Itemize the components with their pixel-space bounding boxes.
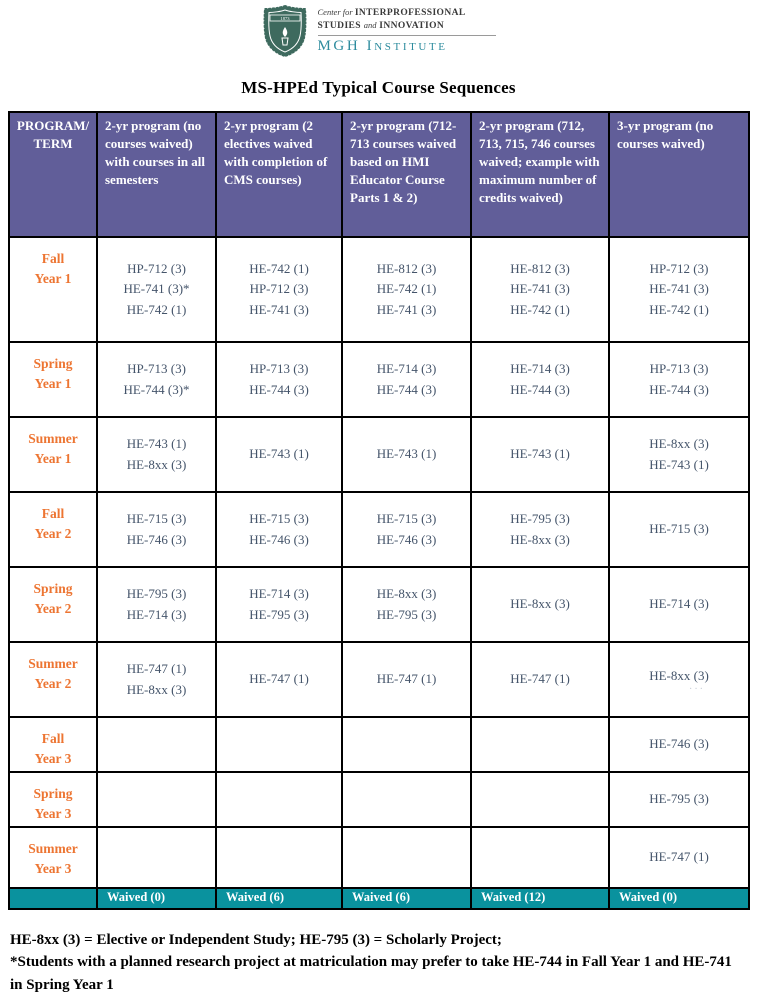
course-cell: HE-8xx (3) [470,566,610,643]
footnote-asterisk: *Students with a planned research projec… [10,954,732,993]
course-cell: HE-743 (1) HE-8xx (3) [96,416,217,493]
course-cell: HE-715 (3) HE-746 (3) [215,491,343,568]
institute-logo: 1873 Center for INTERPROFESSIONAL STUDIE… [0,0,757,57]
table-row-spring-year3: Spring Year 3 HE-795 (3) [8,770,750,828]
waived-cell [8,886,98,910]
faint-dots-artifact: ··· [689,683,705,695]
course-cell: HE-8xx (3) HE-743 (1) [608,416,750,493]
column-header-program-term: PROGRAM/ TERM [8,111,98,238]
logo-center-for: Center for [317,6,355,17]
course-cell [96,770,217,828]
course-cell [215,825,343,889]
waived-cell: Waived (0) [96,886,217,910]
course-cell: HE-795 (3) [608,770,750,828]
course-cell: HE-8xx (3) ··· [608,641,750,718]
course-cell: HE-747 (1) [341,641,472,718]
logo-and: and [363,19,377,30]
column-header-2yr-hmi: 2-yr program (712-713 courses waived bas… [341,111,472,238]
course-cell: HE-747 (1) [470,641,610,718]
table-row-fall-year3: Fall Year 3 HE-746 (3) [8,716,750,773]
term-cell: Spring Year 1 [8,341,98,418]
course-cell: HE-715 (3) HE-746 (3) [96,491,217,568]
column-header-2yr-no-waive: 2-yr program (no courses waived) with co… [96,111,217,238]
course-cell: HE-714 (3) HE-795 (3) [215,566,343,643]
course-cell: HE-746 (3) [608,716,750,773]
course-cell: HE-715 (3) [608,491,750,568]
header-row: PROGRAM/ TERM 2-yr program (no courses w… [8,111,750,238]
course-cell: HP-713 (3) HE-744 (3)* [96,341,217,418]
course-cell: HE-747 (1) [608,825,750,889]
logo-line-2: STUDIES and INNOVATION [318,20,445,33]
course-cell: HE-812 (3) HE-741 (3) HE-742 (1) [470,236,610,343]
course-cell: HE-795 (3) HE-714 (3) [96,566,217,643]
shield-year-band: 1873 [280,16,290,21]
table-row-fall-year1: Fall Year 1 HP-712 (3) HE-741 (3)* HE-74… [8,236,750,343]
course-cell: HE-795 (3) HE-8xx (3) [470,491,610,568]
table-row-fall-year2: Fall Year 2 HE-715 (3) HE-746 (3) HE-715… [8,491,750,568]
term-cell: Summer Year 3 [8,825,98,889]
waived-cell: Waived (6) [215,886,343,910]
footnote-legend: HE-8xx (3) = Elective or Independent Stu… [10,931,502,948]
course-cell [470,825,610,889]
course-cell [215,716,343,773]
waived-cell: Waived (6) [341,886,472,910]
waived-cell: Waived (12) [470,886,610,910]
logo-institute-name: MGH Institute [317,38,448,55]
course-cell: HE-743 (1) [341,416,472,493]
term-cell: Fall Year 2 [8,491,98,568]
term-cell: Spring Year 3 [8,770,98,828]
course-cell: HE-743 (1) [215,416,343,493]
table-row-summer-year1: Summer Year 1 HE-743 (1) HE-8xx (3) HE-7… [8,416,750,493]
table-row-summer-year2: Summer Year 2 HE-747 (1) HE-8xx (3) HE-7… [8,641,750,718]
page-title: MS-HPEd Typical Course Sequences [241,78,516,97]
course-sequence-table: PROGRAM/ TERM 2-yr program (no courses w… [8,111,750,910]
course-cell [215,770,343,828]
waived-summary-row: Waived (0) Waived (6) Waived (6) Waived … [8,886,750,910]
logo-interprofessional: INTERPROFESSIONAL [354,7,466,18]
course-cell: HE-742 (1) HP-712 (3) HE-741 (3) [215,236,343,343]
table-row-spring-year2: Spring Year 2 HE-795 (3) HE-714 (3) HE-7… [8,566,750,643]
term-cell: Spring Year 2 [8,566,98,643]
course-cell [341,825,472,889]
course-cell [96,825,217,889]
course-cell: HE-8xx (3) HE-795 (3) [341,566,472,643]
course-cell [470,716,610,773]
waived-cell: Waived (0) [608,886,750,910]
course-cell: HE-714 (3) [608,566,750,643]
term-cell: Fall Year 3 [8,716,98,773]
logo-innovation: INNOVATION [376,20,445,31]
course-cell [470,770,610,828]
course-cell: HE-715 (3) HE-746 (3) [341,491,472,568]
course-cell: HP-713 (3) HE-744 (3) [608,341,750,418]
course-cell: HE-714 (3) HE-744 (3) [341,341,472,418]
course-cell [341,716,472,773]
institute-logo-text: Center for INTERPROFESSIONAL STUDIES and… [317,7,496,56]
course-cell: HE-714 (3) HE-744 (3) [470,341,610,418]
footnotes: HE-8xx (3) = Elective or Independent Stu… [10,929,747,997]
term-cell: Summer Year 1 [8,416,98,493]
column-header-2yr-max-waive: 2-yr program (712, 713, 715, 746 courses… [470,111,610,238]
course-cell: HE-812 (3) HE-742 (1) HE-741 (3) [341,236,472,343]
logo-studies: STUDIES [317,20,364,31]
column-header-2yr-cms: 2-yr program (2 electives waived with co… [215,111,343,238]
course-text: HE-8xx (3) [649,668,709,684]
course-cell [96,716,217,773]
column-header-3yr: 3-yr program (no courses waived) [608,111,750,238]
course-cell: HE-747 (1) HE-8xx (3) [96,641,217,718]
institute-shield-icon: 1873 [263,5,306,57]
logo-line-1: Center for INTERPROFESSIONAL [318,7,466,20]
course-cell: HP-712 (3) HE-741 (3) HE-742 (1) [608,236,750,343]
course-cell: HP-712 (3) HE-741 (3)* HE-742 (1) [96,236,217,343]
course-cell [341,770,472,828]
logo-divider [317,35,496,37]
term-cell: Summer Year 2 [8,641,98,718]
course-cell: HE-743 (1) [470,416,610,493]
table-row-spring-year1: Spring Year 1 HP-713 (3) HE-744 (3)* HP-… [8,341,750,418]
course-cell: HE-747 (1) [215,641,343,718]
table-row-summer-year3: Summer Year 3 HE-747 (1) [8,825,750,889]
term-cell: Fall Year 1 [8,236,98,343]
course-cell: HP-713 (3) HE-744 (3) [215,341,343,418]
